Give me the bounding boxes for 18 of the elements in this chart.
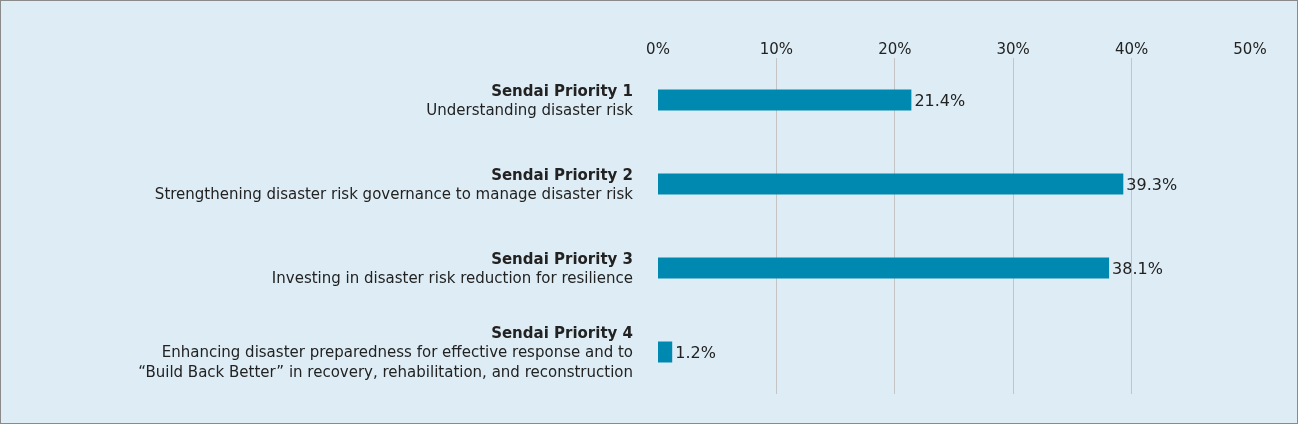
- bar: [658, 257, 1110, 279]
- bar: [658, 173, 1124, 195]
- y-tick-label: Sendai Priority 4 Enhancing disaster preparedness for effective response and to “Build Back Better” in recovery, rehabilitation, and reconstruction: [138, 323, 633, 381]
- x-tick-label: 40%: [1114, 40, 1149, 58]
- data-label: 21.4%: [914, 90, 966, 110]
- x-tick-label: 0%: [646, 40, 670, 58]
- data-label: 38.1%: [1112, 258, 1163, 278]
- y-tick-label: Sendai Priority 2 Strengthening disaster risk governance to manage disaster risk: [154, 165, 634, 203]
- bar: [658, 89, 912, 111]
- data-label: 1.2%: [675, 342, 716, 362]
- x-tick-label: 50%: [1233, 40, 1267, 58]
- x-tick-label: 10%: [759, 40, 794, 58]
- x-tick-label: 20%: [878, 40, 912, 58]
- x-tick-label: 30%: [996, 40, 1030, 58]
- bar: [658, 341, 673, 363]
- data-label: 39.3%: [1126, 174, 1178, 194]
- y-tick-label: Sendai Priority 1 Understanding disaster risk: [426, 81, 634, 119]
- y-tick-label: Sendai Priority 3 Investing in disaster risk reduction for resilience: [271, 249, 633, 287]
